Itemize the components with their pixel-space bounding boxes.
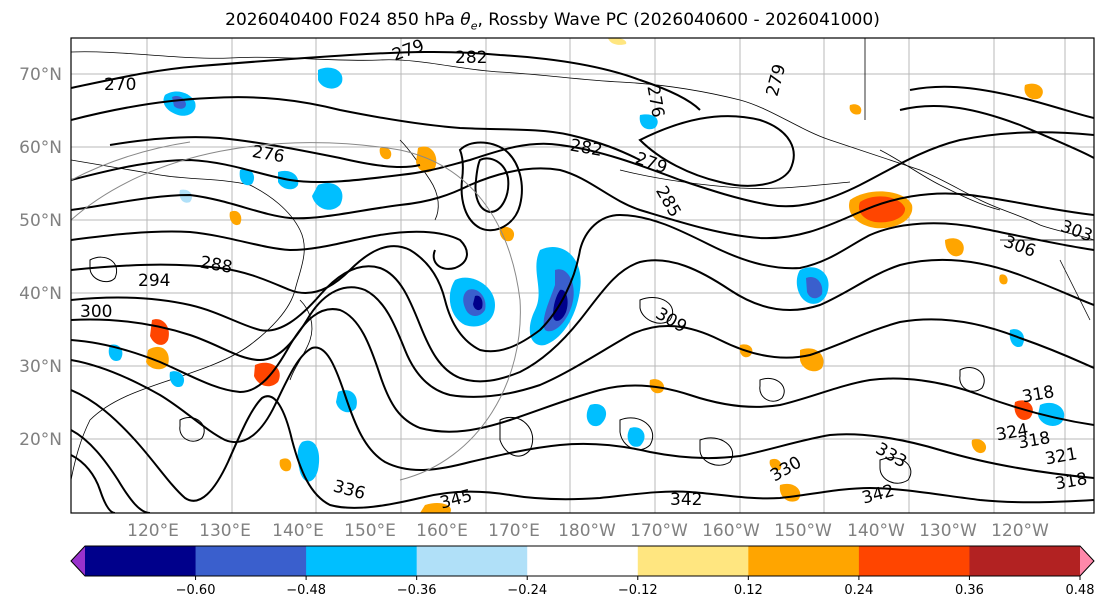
lon-label: 130°E [199, 521, 251, 541]
colorbar-tick-label: 0.12 [734, 583, 763, 598]
lon-label: 160°E [416, 521, 468, 541]
lat-label: 40°N [19, 284, 62, 304]
theta-subscript: e [470, 19, 478, 33]
colorbar: −0.60 −0.48 −0.36 −0.24 −0.12 0.12 0.24 0.36 0.4… [70, 545, 1095, 598]
lon-label: 140°E [272, 521, 324, 541]
contour-label: 282 [455, 48, 487, 68]
colorbar-segment [85, 546, 197, 576]
lon-label: 170°E [488, 521, 540, 541]
lat-label: 50°N [19, 211, 62, 231]
map-plot-area: 270 279 282 276 279 276 282 279 285 306 … [71, 38, 1094, 513]
theta-e-contours [71, 50, 1094, 513]
lat-label: 70°N [19, 65, 62, 85]
colorbar-outline [70, 545, 1095, 577]
lon-label: 180°W [558, 521, 616, 541]
lon-label: 150°E [344, 521, 396, 541]
lon-label: 150°W [774, 521, 832, 541]
colorbar-extend-high [1080, 546, 1094, 576]
lon-label: 170°W [630, 521, 688, 541]
title-suffix: , Rossby Wave PC (2026040600 - 202604100… [477, 10, 880, 30]
lon-label: 140°W [847, 521, 905, 541]
colorbar-tick-label: 0.36 [955, 583, 984, 598]
title-prefix: 2026040400 F024 850 hPa [225, 10, 461, 30]
lon-label: 120°E [127, 521, 179, 541]
colorbar-tick-label: −0.48 [286, 583, 326, 598]
colorbar-tick-label: 0.24 [844, 583, 873, 598]
contour-label: 294 [138, 271, 170, 291]
contour-label: 300 [80, 302, 112, 322]
colorbar-segment [527, 546, 639, 576]
colorbar-tick-label: −0.36 [397, 583, 437, 598]
coastlines [71, 38, 1094, 481]
colorbar-tick-label: −0.12 [618, 583, 658, 598]
map-title: 2026040400 F024 850 hPa θe, Rossby Wave … [0, 10, 1105, 32]
colorbar-segment [969, 546, 1081, 576]
grid-arcs [71, 141, 521, 481]
contour-labels: 270 279 282 276 279 276 282 279 285 306 … [80, 38, 1094, 513]
map-frame [70, 37, 1095, 514]
contour-label: 270 [104, 75, 136, 95]
colorbar-tick-label: −0.24 [507, 583, 547, 598]
longitude-labels: 120°E 130°E 140°E 150°E 160°E 170°E 180°… [127, 521, 1049, 541]
latitude-labels: 70°N 60°N 50°N 40°N 30°N 20°N [19, 65, 62, 450]
thin-contours [89, 256, 985, 484]
colorbar-segment [306, 546, 418, 576]
colorbar-segment [195, 546, 307, 576]
lon-label: 160°W [702, 521, 760, 541]
lat-label: 30°N [19, 357, 62, 377]
contour-label: 342 [670, 490, 702, 510]
colorbar-segment [416, 546, 528, 576]
colorbar-segment [748, 546, 860, 576]
lat-label: 60°N [19, 138, 62, 158]
lon-label: 120°W [991, 521, 1049, 541]
theta-symbol: θ [460, 10, 471, 30]
colorbar-extend-low [71, 546, 85, 576]
colorbar-tick-label: 0.48 [1066, 583, 1095, 598]
colorbar-tick-label: −0.60 [176, 583, 216, 598]
colorbar-segment [637, 546, 749, 576]
lat-label: 20°N [19, 430, 62, 450]
graticule [71, 38, 1094, 513]
lon-label: 130°W [919, 521, 977, 541]
colorbar-segment [858, 546, 970, 576]
